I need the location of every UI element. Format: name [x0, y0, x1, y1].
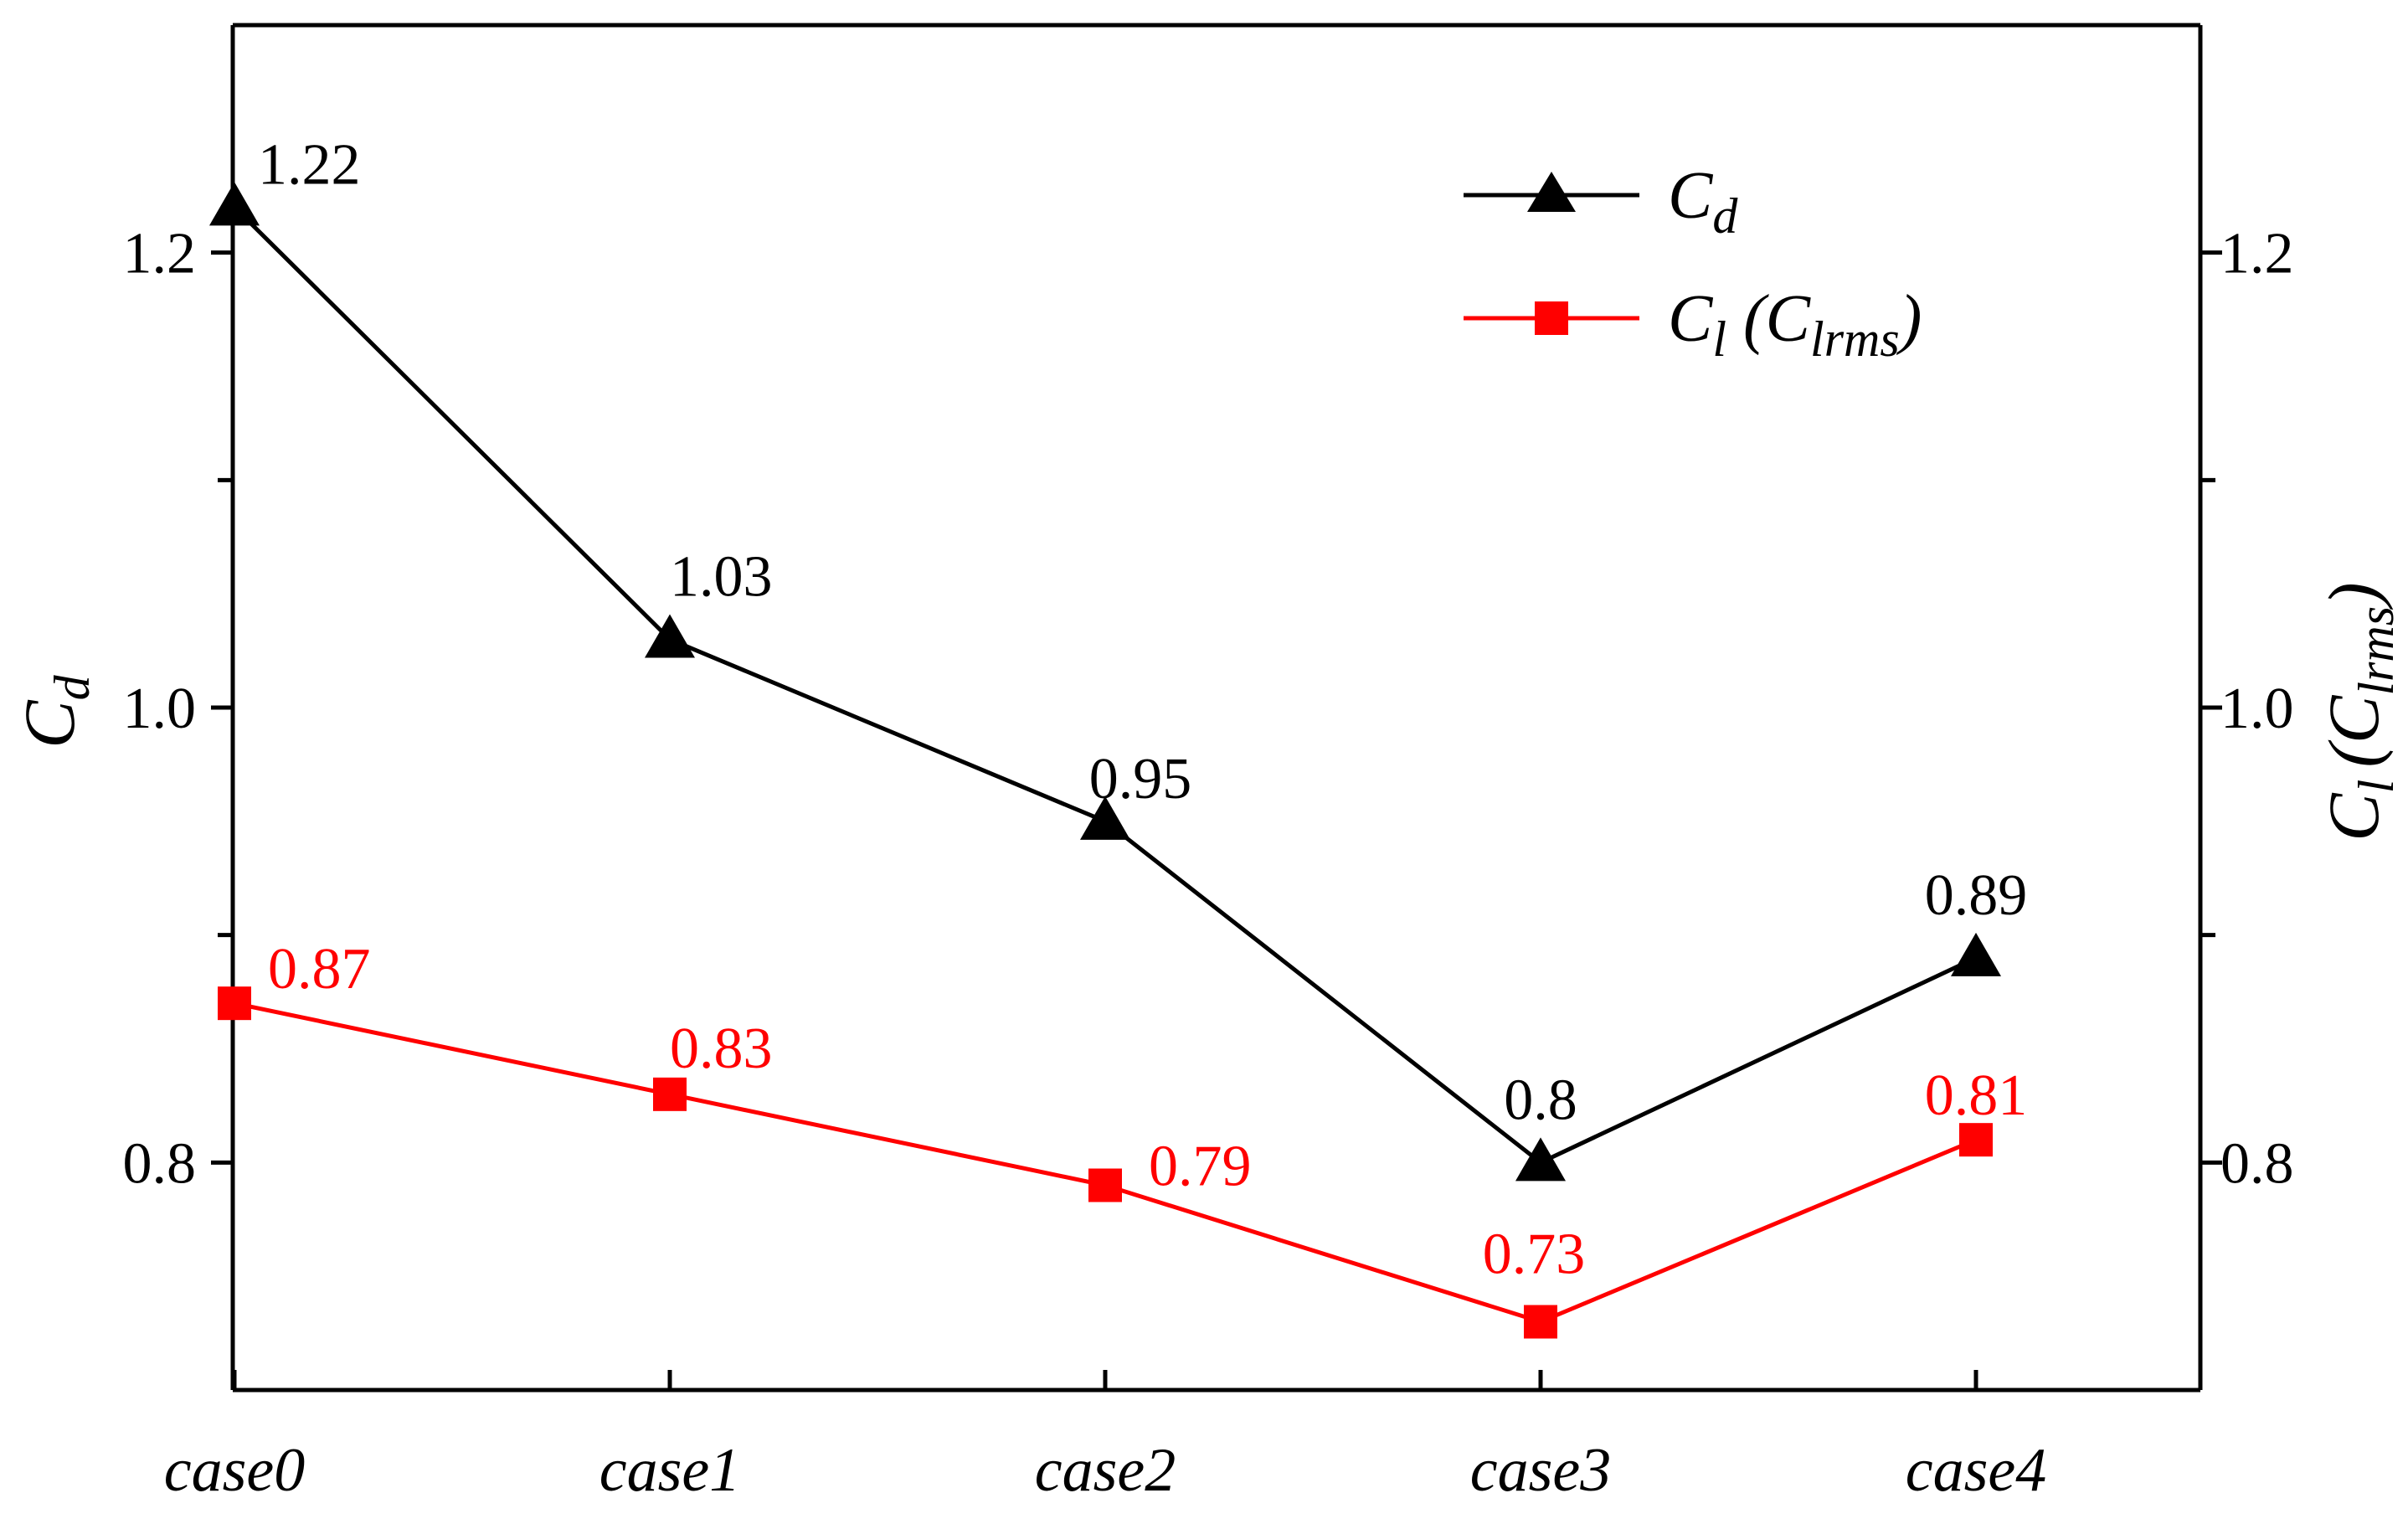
data-label: 0.95 — [1089, 747, 1192, 811]
data-point-square — [1959, 1123, 1993, 1157]
series-cl: 0.87 0.83 0.79 0.73 0.81 — [218, 937, 2028, 1339]
series-line — [234, 1001, 1977, 1325]
y-left-tick-label: 0.8 — [123, 1131, 197, 1196]
axis-ticks: 0.8 0.8 1.0 1.0 1.2 1.2 — [123, 222, 2294, 1390]
data-point-triangle — [645, 614, 695, 658]
y-right-tick-label: 1.2 — [2220, 222, 2294, 286]
data-point-square — [1524, 1305, 1557, 1339]
y-right-tick-label: 0.8 — [2220, 1131, 2294, 1196]
data-label: 0.8 — [1504, 1068, 1577, 1132]
legend-entry-cl: Cl (Clrms) — [1464, 282, 1922, 367]
category-labels: case0 case1 case2 case3 case4 — [164, 1436, 2047, 1505]
category-label-case0: case0 — [164, 1436, 306, 1505]
data-point-square — [218, 986, 251, 1021]
data-label: 0.87 — [268, 937, 371, 1001]
legend-entry-cd: Cd — [1464, 159, 1738, 244]
series-cd: 1.22 1.03 0.95 0.8 0.89 — [209, 132, 2028, 1182]
data-point-triangle — [1951, 932, 2001, 976]
legend-square-marker — [1535, 301, 1568, 335]
data-label: 0.79 — [1149, 1135, 1252, 1199]
data-label: 0.83 — [670, 1017, 773, 1081]
data-label: 1.22 — [258, 132, 361, 197]
data-point-square — [1088, 1168, 1122, 1202]
series-layer: 1.22 1.03 0.95 0.8 0.89 0.87 0.83 0.79 0.73 0.81 — [209, 132, 2028, 1339]
legend: Cd Cl (Clrms) — [1464, 159, 1922, 367]
y-right-tick-label: 1.0 — [2220, 677, 2294, 741]
data-label: 0.81 — [1925, 1063, 2028, 1128]
data-label: 0.73 — [1483, 1223, 1586, 1287]
y-left-tick-label: 1.0 — [123, 677, 197, 741]
category-label-case4: case4 — [1906, 1436, 2047, 1505]
category-label-case1: case1 — [599, 1436, 741, 1505]
data-label: 1.03 — [670, 545, 773, 610]
data-point-square — [653, 1077, 687, 1111]
category-label-case2: case2 — [1035, 1436, 1176, 1505]
y-left-tick-label: 1.2 — [123, 222, 197, 286]
data-point-triangle — [209, 182, 260, 226]
y-axis-left-title: Cd — [9, 674, 100, 748]
data-point-triangle — [1515, 1137, 1566, 1182]
data-point-triangle — [1080, 795, 1130, 840]
data-label: 0.89 — [1925, 863, 2028, 928]
legend-triangle-marker — [1527, 172, 1576, 212]
y-axis-right-title: Cl(Clrms) — [2313, 582, 2404, 841]
legend-label-cl: Cl (Clrms) — [1668, 282, 1922, 367]
legend-label-cd: Cd — [1668, 159, 1738, 244]
category-label-case3: case3 — [1470, 1436, 1612, 1505]
